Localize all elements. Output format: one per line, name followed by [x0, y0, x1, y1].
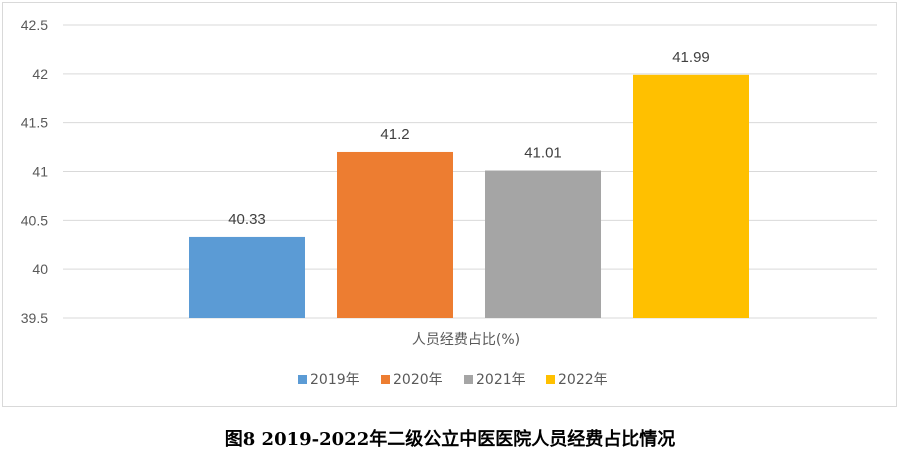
bar-2019年 [189, 236, 305, 318]
legend-swatch [381, 375, 390, 384]
legend-label: 2021年 [476, 372, 526, 388]
legend-label: 2022年 [558, 372, 608, 388]
legend-label: 2019年 [310, 372, 360, 388]
y-axis-ticks: 39.5 40 40.5 41 41.5 42 42.5 [21, 17, 48, 326]
data-label: 41.01 [524, 145, 562, 162]
y-tick-label: 39.5 [21, 310, 48, 326]
y-tick-label: 40 [32, 261, 48, 277]
gridlines [63, 24, 877, 319]
legend-swatch [546, 375, 555, 384]
bars [189, 74, 749, 318]
data-label: 40.33 [228, 211, 266, 228]
data-labels: 40.33 41.2 41.01 41.99 [228, 49, 710, 228]
legend-swatch [298, 375, 307, 384]
bar-2020年 [337, 151, 453, 318]
figure-caption: 图8 2019-2022年二级公立中医医院人员经费占比情况 [224, 429, 676, 450]
bar-2022年 [633, 74, 749, 318]
y-tick-label: 40.5 [21, 212, 48, 228]
bar-2021年 [485, 170, 601, 318]
bar-chart: 39.5 40 40.5 41 41.5 42 42.5 40.33 41.2 41.01 41.… [21, 17, 877, 388]
y-tick-label: 42 [32, 66, 48, 82]
y-tick-label: 41.5 [21, 115, 48, 131]
legend-label: 2020年 [393, 372, 443, 388]
y-tick-label: 42.5 [21, 17, 48, 33]
legend-swatch [464, 375, 473, 384]
data-label: 41.2 [380, 126, 409, 143]
data-label: 41.99 [672, 49, 710, 66]
y-tick-label: 41 [32, 164, 48, 180]
legend: 2019年 2020年 2021年 2022年 [298, 372, 608, 388]
x-category-label: 人员经费占比(%) [412, 332, 520, 348]
